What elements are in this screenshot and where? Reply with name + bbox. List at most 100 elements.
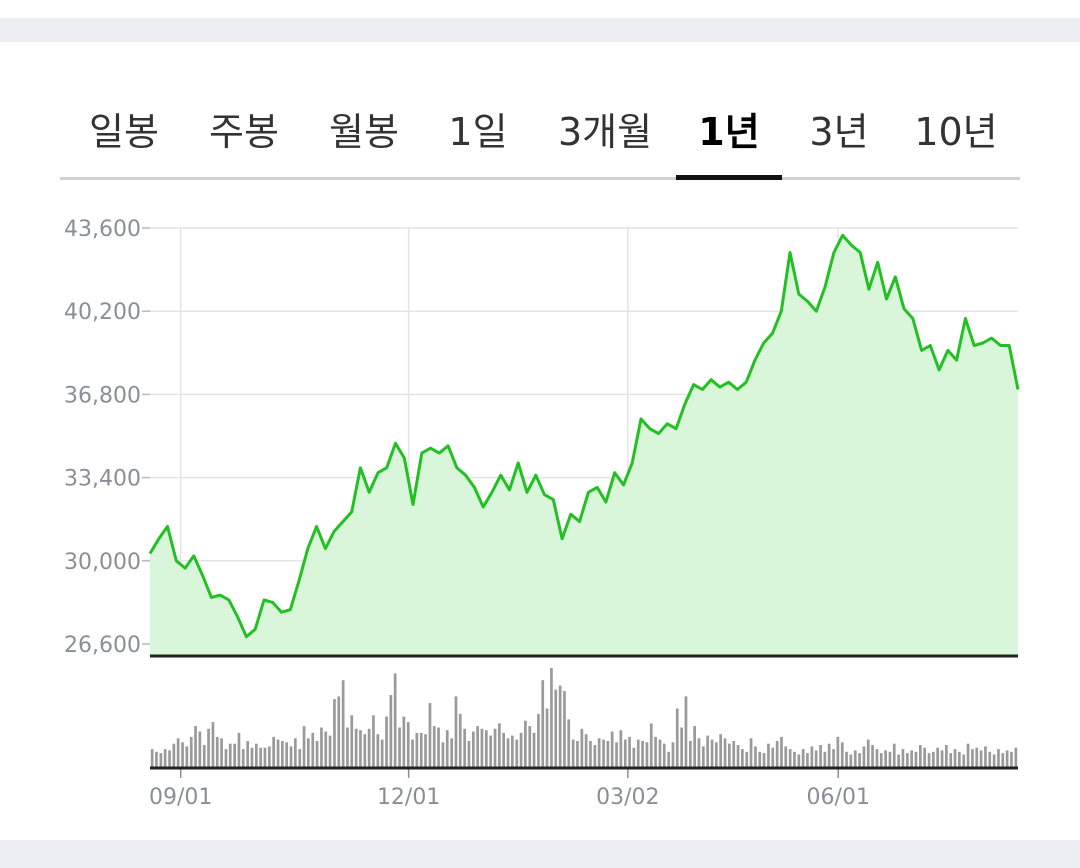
volume-bar xyxy=(693,726,696,768)
volume-bar xyxy=(532,732,536,768)
volume-bar xyxy=(189,736,193,768)
volume-bar xyxy=(367,728,371,768)
volume-bar xyxy=(398,727,401,768)
volume-bar xyxy=(997,749,1000,768)
volume-bar xyxy=(432,726,436,768)
volume-bar xyxy=(919,745,922,768)
volume-bar xyxy=(289,746,293,768)
volume-bar xyxy=(945,745,948,768)
volume-bar xyxy=(975,747,979,768)
volume-bar xyxy=(702,746,705,768)
volume-bar xyxy=(715,742,718,768)
volume-bar xyxy=(315,741,319,768)
volume-bar xyxy=(571,739,575,768)
volume-bar xyxy=(255,743,258,768)
volume-bar xyxy=(341,680,345,768)
volume-bar xyxy=(363,734,367,768)
volume-bar xyxy=(541,680,545,768)
volume-bar xyxy=(389,695,393,768)
tab-daily[interactable]: 일봉 xyxy=(89,110,159,154)
tab-monthly[interactable]: 월봉 xyxy=(329,110,399,154)
tab-3-years[interactable]: 3년 xyxy=(809,110,869,154)
volume-bar xyxy=(988,751,992,768)
top-separator-band xyxy=(0,18,1080,42)
volume-bar xyxy=(445,730,449,768)
volume-bar xyxy=(241,749,245,768)
volume-bar xyxy=(958,751,961,768)
volume-bar xyxy=(840,742,844,768)
y-tick-label: 33,400 xyxy=(64,467,141,492)
volume-bar xyxy=(849,754,853,768)
volume-bar xyxy=(966,743,970,768)
volume-bar xyxy=(328,735,332,768)
volume-bar xyxy=(233,743,236,768)
volume-bar xyxy=(376,734,380,768)
volume-bar xyxy=(537,713,540,768)
tab-10-years[interactable]: 10년 xyxy=(914,110,998,154)
volume-bar xyxy=(454,696,458,768)
volume-bar xyxy=(211,722,215,768)
volume-bar xyxy=(906,753,909,768)
volume-bar xyxy=(489,735,492,768)
volume-bar xyxy=(745,751,749,768)
volume-bar xyxy=(836,736,840,768)
volume-bar xyxy=(567,719,571,768)
volume-bar xyxy=(506,738,510,768)
volume-bar xyxy=(623,739,627,768)
volume-bar xyxy=(793,751,796,768)
volume-bar xyxy=(554,689,558,768)
volume-bar xyxy=(628,736,631,768)
volume-bar xyxy=(311,732,315,768)
tab-1-year[interactable]: 1년 xyxy=(676,96,782,180)
volume-bar xyxy=(749,738,753,768)
y-tick-label: 40,200 xyxy=(64,300,141,325)
volume-bar xyxy=(237,732,241,768)
volume-bar xyxy=(936,747,939,768)
x-tick-label: 06/01 xyxy=(807,785,870,810)
volume-bar xyxy=(641,741,644,768)
volume-bar xyxy=(550,668,553,768)
volume-bar xyxy=(741,749,744,768)
volume-bar xyxy=(419,732,423,768)
volume-bar xyxy=(1001,753,1005,768)
volume-bar xyxy=(393,673,397,768)
volume-bar xyxy=(710,739,714,768)
volume-bar xyxy=(215,736,219,768)
volume-bar xyxy=(649,723,653,768)
volume-bar xyxy=(584,734,588,768)
volume-bar xyxy=(302,726,306,768)
tab-3-months[interactable]: 3개월 xyxy=(557,110,653,154)
tab-weekly[interactable]: 주봉 xyxy=(209,110,279,154)
volume-bar xyxy=(797,754,801,768)
volume-bar xyxy=(671,742,675,768)
x-tick-label: 09/01 xyxy=(149,785,212,810)
tab-1-day[interactable]: 1일 xyxy=(448,110,508,154)
volume-bar xyxy=(806,753,809,768)
volume-bar xyxy=(927,753,931,768)
volume-bar xyxy=(563,691,566,768)
volume-bar xyxy=(385,716,388,768)
volume-bar xyxy=(528,726,532,768)
volume-bar xyxy=(814,750,818,768)
volume-bar xyxy=(871,745,874,768)
volume-bar xyxy=(675,708,679,768)
volume-bar xyxy=(858,753,861,768)
volume-bar xyxy=(163,749,167,768)
volume-bar xyxy=(636,739,640,768)
volume-bar xyxy=(767,743,770,768)
y-tick-label: 43,600 xyxy=(64,217,141,242)
volume-bar xyxy=(524,720,527,768)
price-line xyxy=(148,233,1020,639)
price-chart[interactable]: 43,600 40,200 36,800 33,400 30,000 26,600 09/0… xyxy=(0,200,1080,830)
volume-bar xyxy=(346,727,349,768)
volume-bar xyxy=(719,734,722,768)
volume-bar xyxy=(272,736,275,768)
volume-bar xyxy=(337,696,341,768)
volume-bar xyxy=(350,715,354,768)
volume-bar xyxy=(801,749,805,768)
volume-bar xyxy=(402,716,406,768)
volume-bar xyxy=(589,741,592,768)
volume-bar xyxy=(155,751,158,768)
volume-bar xyxy=(207,728,210,768)
volume-bar xyxy=(519,732,523,768)
